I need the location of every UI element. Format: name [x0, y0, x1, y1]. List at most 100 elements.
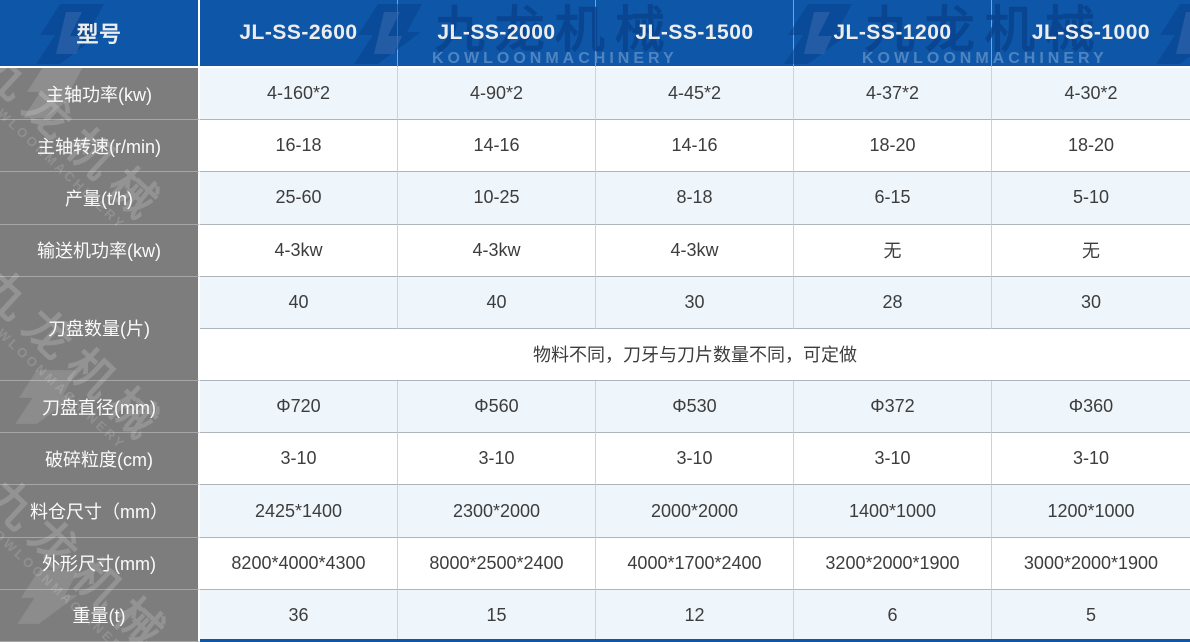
spec-value-cell: 4-45*2: [596, 68, 794, 121]
spec-value-cell: 8000*2500*2400: [398, 537, 596, 590]
spec-value: Φ720: [276, 396, 321, 417]
spec-value: 40: [288, 291, 309, 312]
header-label-text: 型号: [76, 22, 122, 47]
spec-value: 4000*1700*2400: [627, 552, 762, 573]
spec-value: 无: [1082, 241, 1100, 262]
spec-value-cell: 无: [794, 224, 992, 277]
spec-value-cell: 3-10: [398, 433, 596, 486]
spec-value-cell: 2300*2000: [398, 485, 596, 538]
spec-value: 1400*1000: [848, 500, 937, 521]
spec-value: Φ372: [870, 396, 915, 417]
spec-value: 14-16: [473, 135, 520, 156]
model-name: JL-SS-1200: [833, 21, 952, 44]
spec-value-cell: 30: [992, 276, 1190, 329]
spec-value-cell: 4-90*2: [398, 68, 596, 121]
spec-value: 3200*2000*1900: [825, 552, 960, 573]
row-label: 产量(t/h): [0, 172, 200, 225]
spec-value-cell: Φ560: [398, 381, 596, 434]
spec-value: Φ560: [474, 396, 519, 417]
spec-value-cell: 6: [794, 589, 992, 642]
spec-value: 3-10: [478, 448, 515, 469]
header-cell-model-1: JL-SS-2600: [200, 0, 398, 68]
spec-value: Φ360: [1068, 396, 1114, 417]
model-name: JL-SS-1000: [1031, 21, 1151, 44]
spec-value-cell: 8-18: [596, 172, 794, 225]
spec-value: 4-3kw: [274, 239, 323, 260]
spec-value: 3-10: [280, 448, 317, 469]
row-label-text: 外形尺寸(mm): [42, 554, 156, 575]
row-label: 刀盘数量(片): [0, 276, 200, 382]
table-bottom-accent: [200, 639, 1190, 642]
model-name: JL-SS-2600: [239, 21, 358, 44]
spec-value: 2000*2000: [650, 500, 739, 521]
spec-value-cell: 4-3kw: [200, 224, 398, 277]
spec-value-cell: 4-30*2: [992, 68, 1190, 121]
spec-value-cell: 12: [596, 589, 794, 642]
spec-value-cell: Φ720: [200, 381, 398, 434]
row-label-text: 破碎粒度(cm): [45, 449, 153, 470]
spec-value: 28: [882, 291, 903, 312]
spec-value: 25-60: [275, 187, 322, 208]
row-label-text: 料仓尺寸（mm）: [30, 502, 168, 523]
spec-value: 1200*1000: [1047, 500, 1135, 521]
spec-value: 30: [684, 291, 705, 312]
spec-value-cell: 5-10: [992, 172, 1190, 225]
spec-value-cell: 36: [200, 589, 398, 642]
spec-value-cell: 1200*1000: [992, 485, 1190, 538]
spec-value: 40: [486, 291, 507, 312]
spec-value: 4-45*2: [667, 83, 722, 104]
spec-value-cell: 2000*2000: [596, 485, 794, 538]
spec-value-cell: 3200*2000*1900: [794, 537, 992, 590]
spec-value: 4-90*2: [469, 83, 524, 104]
spec-value-cell: 3-10: [200, 433, 398, 486]
header-cell-model-2: JL-SS-2000: [398, 0, 596, 68]
spec-value: 6: [887, 604, 898, 625]
spec-value-cell: 无: [992, 224, 1190, 277]
spec-value-cell: 1400*1000: [794, 485, 992, 538]
model-name: JL-SS-1500: [635, 21, 754, 44]
spec-value-cell: 16-18: [200, 120, 398, 173]
spec-value-cell: 15: [398, 589, 596, 642]
note-cell: 物料不同，刀牙与刀片数量不同，可定做: [200, 328, 1190, 382]
model-name: JL-SS-2000: [437, 21, 556, 44]
row-label: 刀盘直径(mm): [0, 381, 200, 434]
spec-value: Φ530: [672, 396, 717, 417]
spec-value: 8000*2500*2400: [429, 552, 564, 573]
spec-value-cell: 4-3kw: [596, 224, 794, 277]
spec-value: 18-20: [869, 135, 916, 156]
spec-value-cell: 3-10: [596, 433, 794, 486]
spec-value-cell: 6-15: [794, 172, 992, 225]
spec-value-cell: Φ372: [794, 381, 992, 434]
row-label: 料仓尺寸（mm）: [0, 485, 200, 538]
spec-value-cell: Φ360: [992, 381, 1190, 434]
spec-value-cell: 14-16: [596, 120, 794, 173]
row-label-text: 刀盘直径(mm): [42, 397, 156, 418]
row-label-text: 产量(t/h): [64, 188, 133, 209]
spec-value-cell: 18-20: [794, 120, 992, 173]
spec-value-cell: 3000*2000*1900: [992, 537, 1190, 590]
spec-value-cell: 4-37*2: [794, 68, 992, 121]
row-label: 输送机功率(kw): [0, 224, 200, 277]
spec-value-cell: 3-10: [794, 433, 992, 486]
spec-value: 18-20: [1067, 135, 1115, 156]
spec-value: 8-18: [676, 187, 713, 208]
note-text: 物料不同，刀牙与刀片数量不同，可定做: [533, 345, 857, 366]
spec-value: 14-16: [671, 135, 718, 156]
spec-value-cell: 18-20: [992, 120, 1190, 173]
spec-value: 8200*4000*4300: [231, 552, 366, 573]
spec-value-cell: 25-60: [200, 172, 398, 225]
spec-value-cell: Φ530: [596, 381, 794, 434]
spec-value-cell: 2425*1400: [200, 485, 398, 538]
spec-value-cell: 40: [200, 276, 398, 329]
spec-value-cell: 3-10: [992, 433, 1190, 486]
spec-value: 4-30*2: [1064, 83, 1118, 104]
row-label-text: 主轴转速(r/min): [37, 136, 161, 157]
header-cell-model-3: JL-SS-1500: [596, 0, 794, 68]
spec-value-cell: 4-3kw: [398, 224, 596, 277]
spec-value-cell: 5: [992, 589, 1190, 642]
spec-value: 4-37*2: [865, 83, 920, 104]
spec-value-cell: 10-25: [398, 172, 596, 225]
spec-value-cell: 14-16: [398, 120, 596, 173]
spec-value-cell: 40: [398, 276, 596, 329]
